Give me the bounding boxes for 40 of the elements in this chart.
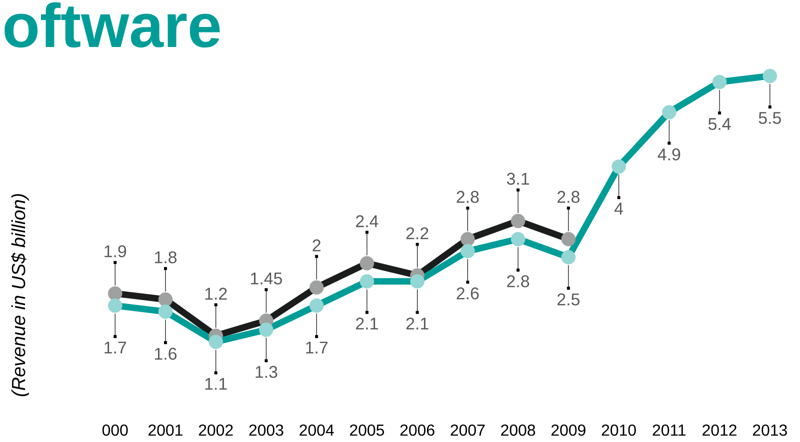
data-label: 2.2 bbox=[406, 227, 428, 240]
data-label: 1.9 bbox=[104, 245, 126, 258]
x-tick-label: 2005 bbox=[350, 424, 384, 436]
x-tick-label: 2010 bbox=[602, 424, 636, 436]
data-label: 1.8 bbox=[155, 251, 177, 264]
y-axis-title: (Revenue in US$ billion) bbox=[11, 194, 29, 396]
x-tick-label: 2013 bbox=[752, 424, 787, 436]
data-label: 1.3 bbox=[256, 366, 278, 378]
data-label: 1.7 bbox=[104, 342, 126, 354]
data-label: 1.1 bbox=[205, 378, 227, 390]
data-label: 3.1 bbox=[506, 172, 530, 185]
x-tick-label: 2009 bbox=[551, 424, 586, 436]
data-label: 2.1 bbox=[406, 318, 428, 330]
data-label: 1.45 bbox=[251, 272, 282, 284]
data-label: 1.2 bbox=[205, 288, 227, 300]
chart-title: oftware bbox=[4, 2, 220, 48]
data-label: 5.5 bbox=[758, 112, 781, 124]
data-label: 4.9 bbox=[658, 148, 680, 160]
data-label: 2.8 bbox=[507, 275, 530, 288]
x-tick-label: 2006 bbox=[400, 424, 434, 436]
data-label: 2.1 bbox=[356, 318, 378, 330]
data-label: 2 bbox=[312, 239, 320, 252]
data-label: 2.5 bbox=[558, 293, 580, 306]
data-label: 5.4 bbox=[708, 118, 731, 130]
data-label: 2.4 bbox=[356, 215, 378, 228]
data-label: 2.8 bbox=[558, 190, 580, 203]
data-label: 1.7 bbox=[306, 342, 328, 354]
data-label: 2.8 bbox=[456, 190, 479, 203]
data-label: 4 bbox=[614, 202, 624, 214]
x-tick-label: 2011 bbox=[652, 424, 686, 436]
data-label: 1.6 bbox=[155, 348, 177, 360]
x-tick-label: 2008 bbox=[501, 424, 536, 436]
data-label: 2.6 bbox=[456, 287, 479, 300]
x-tick-label: 2002 bbox=[198, 424, 233, 436]
x-tick-label: 000 bbox=[102, 424, 128, 436]
x-tick-label: 2003 bbox=[249, 424, 284, 436]
x-tick-label: 2001 bbox=[148, 424, 182, 436]
x-tick-label: 2007 bbox=[450, 424, 485, 436]
x-tick-label: 2004 bbox=[300, 424, 334, 436]
x-tick-label: 2012 bbox=[702, 424, 736, 436]
